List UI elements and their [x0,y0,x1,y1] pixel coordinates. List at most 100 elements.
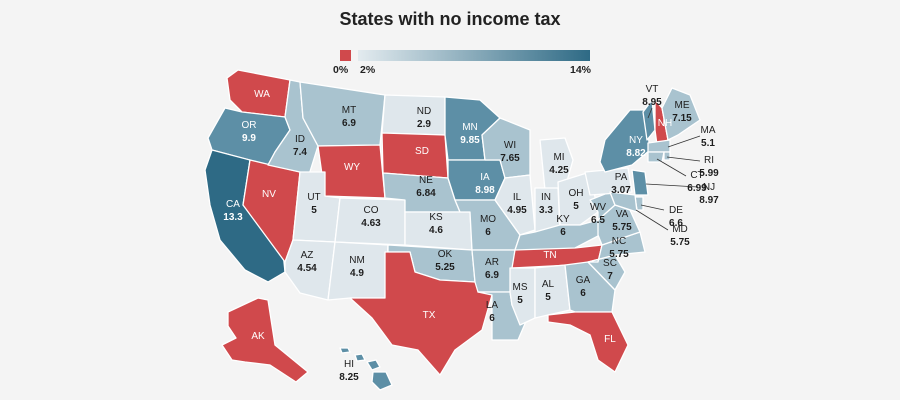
state-abbr-in: IN [541,192,551,203]
state-rate-ar: 6.9 [485,270,499,281]
state-rate-in: 3.3 [539,205,553,216]
state-abbr-al: AL [542,279,555,290]
state-abbr-de: DE [669,205,683,216]
state-rate-hi: 8.25 [339,372,359,383]
state-rate-ny: 8.82 [626,148,646,159]
state-rate-ct: 6.99 [687,183,707,194]
state-rate-ri: 5.99 [699,168,719,179]
state-abbr-ar: AR [485,257,499,268]
state-rate-mn: 9.85 [460,135,480,146]
state-rate-sc: 7 [607,271,613,282]
state-il [494,174,536,236]
state-rate-de: 6.6 [669,218,683,229]
state-abbr-nc: NC [612,236,626,247]
state-abbr-az: AZ [301,250,314,261]
state-abbr-ks: KS [429,212,443,223]
state-rate-ma: 5.1 [701,138,715,149]
state-rate-oh: 5 [573,201,579,212]
leader-line-vt [647,107,653,119]
state-rate-me: 7.15 [672,113,692,124]
state-abbr-ny: NY [629,135,643,146]
state-ct [647,151,665,163]
state-abbr-wi: WI [504,140,516,151]
state-rate-vt: 8.95 [642,97,662,108]
state-abbr-or: OR [242,120,257,131]
leader-line-ct [656,158,687,177]
state-rate-mo: 6 [485,227,491,238]
state-abbr-ma: MA [701,125,716,136]
leader-line-nj [645,183,699,188]
state-mi [539,137,574,191]
state-rate-id: 7.4 [293,147,307,158]
state-abbr-ky: KY [556,214,570,225]
leader-line-ma [667,135,701,148]
state-abbr-ct: CT [690,170,703,181]
state-rate-md: 5.75 [670,237,690,248]
state-rate-ca: 13.3 [223,212,243,223]
state-abbr-sd: SD [415,146,429,157]
state-rate-ms: 5 [517,295,523,306]
state-abbr-la: LA [486,300,499,311]
state-rate-nm: 4.9 [350,268,364,279]
state-tx [349,251,493,376]
map-title: States with no income tax [339,9,561,29]
state-rate-ia: 8.98 [475,185,495,196]
leader-line-ri [666,156,701,162]
state-rate-ne: 6.84 [416,188,436,199]
state-abbr-nh: NH [658,118,672,129]
state-abbr-oh: OH [569,188,584,199]
state-abbr-fl: FL [604,334,616,345]
state-abbr-ms: MS [513,282,528,293]
state-rate-az: 4.54 [297,263,317,274]
state-rate-ut: 5 [311,205,317,216]
state-abbr-il: IL [513,192,522,203]
state-rate-nd: 2.9 [417,119,431,130]
state-abbr-wv: WV [590,202,606,213]
state-abbr-wa: WA [254,89,270,100]
state-abbr-mn: MN [462,122,478,133]
state-rate-ok: 5.25 [435,262,455,273]
state-rate-nc: 5.75 [609,249,629,260]
state-abbr-nm: NM [349,255,365,266]
state-abbr-nj: NJ [703,182,715,193]
state-rate-la: 6 [489,313,495,324]
state-abbr-hi: HI [344,359,354,370]
state-abbr-tx: TX [423,310,436,321]
state-abbr-id: ID [295,134,305,145]
state-abbr-wy: WY [344,162,360,173]
state-rate-or: 9.9 [242,133,256,144]
state-abbr-ne: NE [419,175,433,186]
state-abbr-ri: RI [704,155,714,166]
state-fl [547,311,629,373]
state-rate-al: 5 [545,292,551,303]
state-abbr-pa: PA [615,172,628,183]
state-abbr-mi: MI [553,152,564,163]
state-hi [339,347,393,391]
state-rate-pa: 3.07 [611,185,631,196]
state-abbr-nd: ND [417,106,431,117]
state-abbr-md: MD [672,224,688,235]
state-ak [221,297,309,383]
state-rate-co: 4.63 [361,218,381,229]
state-abbr-ca: CA [226,199,240,210]
state-rate-wv: 6.5 [591,215,605,226]
state-rate-il: 4.95 [507,205,527,216]
state-rate-va: 5.75 [612,222,632,233]
state-nj [631,169,649,196]
state-rate-wi: 7.65 [500,153,520,164]
state-abbr-sc: SC [603,258,617,269]
state-abbr-me: ME [675,100,690,111]
state-abbr-mt: MT [342,105,356,116]
state-abbr-va: VA [616,209,629,220]
state-abbr-tn: TN [543,250,556,261]
state-abbr-ia: IA [480,172,490,183]
state-rate-ga: 6 [580,288,586,299]
state-abbr-vt: VT [646,84,659,95]
state-abbr-ok: OK [438,249,453,260]
state-abbr-mo: MO [480,214,496,225]
state-ma [647,139,671,153]
state-rate-ky: 6 [560,227,566,238]
state-abbr-co: CO [364,205,379,216]
state-rate-mt: 6.9 [342,118,356,129]
